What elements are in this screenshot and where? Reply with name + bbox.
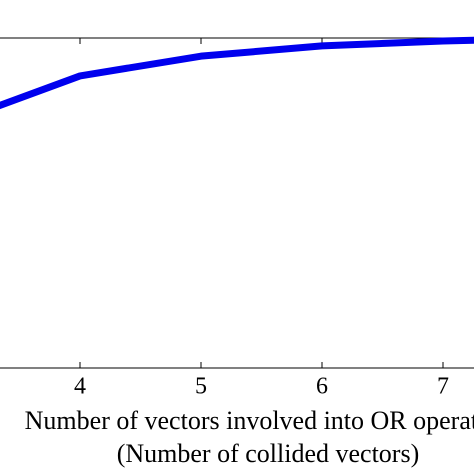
plot-frame xyxy=(0,37,474,369)
x-tick-label: 7 xyxy=(437,374,449,400)
x-tick-label: 4 xyxy=(74,374,86,400)
x-tick-label: 5 xyxy=(195,374,207,400)
x-tick-label: 6 xyxy=(316,374,328,400)
data-line xyxy=(0,36,474,110)
x-axis-label-2: (Number of collided vectors) xyxy=(117,439,420,468)
x-axis-label: Number of vectors involved into OR opera… xyxy=(25,406,474,435)
